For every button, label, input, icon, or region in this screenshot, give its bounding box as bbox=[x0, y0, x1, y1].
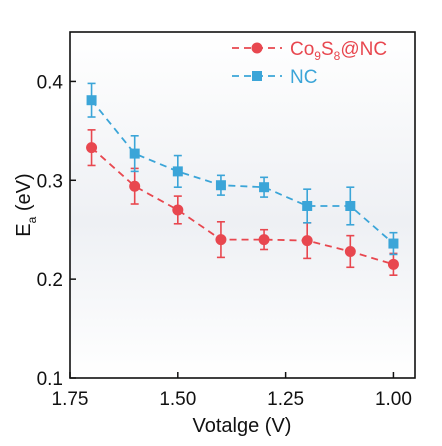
data-point-co9s8-nc bbox=[172, 204, 184, 216]
legend-label-part: NC bbox=[290, 67, 317, 88]
x-tick-label: 1.00 bbox=[375, 389, 412, 410]
y-tick-label: 0.1 bbox=[37, 369, 63, 390]
x-axis-title: Votalge (V) bbox=[193, 415, 292, 437]
series-line-nc bbox=[90, 99, 395, 245]
legend-label-part: S bbox=[321, 39, 334, 60]
legend-marker-co9s8-nc bbox=[251, 42, 263, 54]
legend-label-nc: NC bbox=[290, 67, 317, 88]
legend-label-part: 9 bbox=[314, 49, 321, 63]
data-point-co9s8-nc bbox=[344, 245, 356, 257]
legend-label-part: @NC bbox=[340, 39, 387, 60]
data-point-co9s8-nc bbox=[129, 180, 141, 192]
legend-label-part: Co bbox=[290, 39, 314, 60]
data-point-nc bbox=[388, 238, 399, 249]
legend-label-part: 8 bbox=[334, 49, 341, 63]
y-axis-title-main: E bbox=[13, 223, 35, 236]
plot-frame bbox=[69, 31, 416, 379]
data-point-nc bbox=[86, 95, 97, 106]
y-tick-label: 0.4 bbox=[37, 72, 64, 93]
x-tick-label: 1.25 bbox=[267, 389, 304, 410]
data-point-nc bbox=[302, 200, 313, 211]
data-point-nc bbox=[215, 180, 226, 191]
data-point-co9s8-nc bbox=[301, 235, 313, 247]
plot-background bbox=[70, 32, 415, 378]
series-line-co9s8-nc bbox=[90, 146, 394, 266]
data-point-co9s8-nc bbox=[215, 234, 227, 246]
data-point-co9s8-nc bbox=[86, 142, 98, 154]
y-tick-label: 0.3 bbox=[37, 171, 63, 192]
legend-marker-nc bbox=[252, 71, 262, 81]
y-axis-title-sub: a bbox=[25, 216, 39, 223]
y-tick-label: 0.2 bbox=[37, 270, 63, 291]
y-axis-title-rest: (eV) bbox=[13, 173, 35, 216]
data-point-nc bbox=[172, 166, 183, 177]
data-point-nc bbox=[259, 182, 270, 193]
data-point-co9s8-nc bbox=[258, 234, 270, 246]
data-point-nc bbox=[345, 200, 356, 211]
data-point-co9s8-nc bbox=[387, 258, 399, 270]
data-point-nc bbox=[129, 148, 140, 159]
legend-label-co9s8-nc: Co9S8@NC bbox=[290, 39, 387, 63]
x-tick-label: 1.75 bbox=[52, 389, 89, 410]
x-tick-label: 1.50 bbox=[159, 389, 196, 410]
y-axis-title: Ea (eV) bbox=[13, 173, 39, 236]
